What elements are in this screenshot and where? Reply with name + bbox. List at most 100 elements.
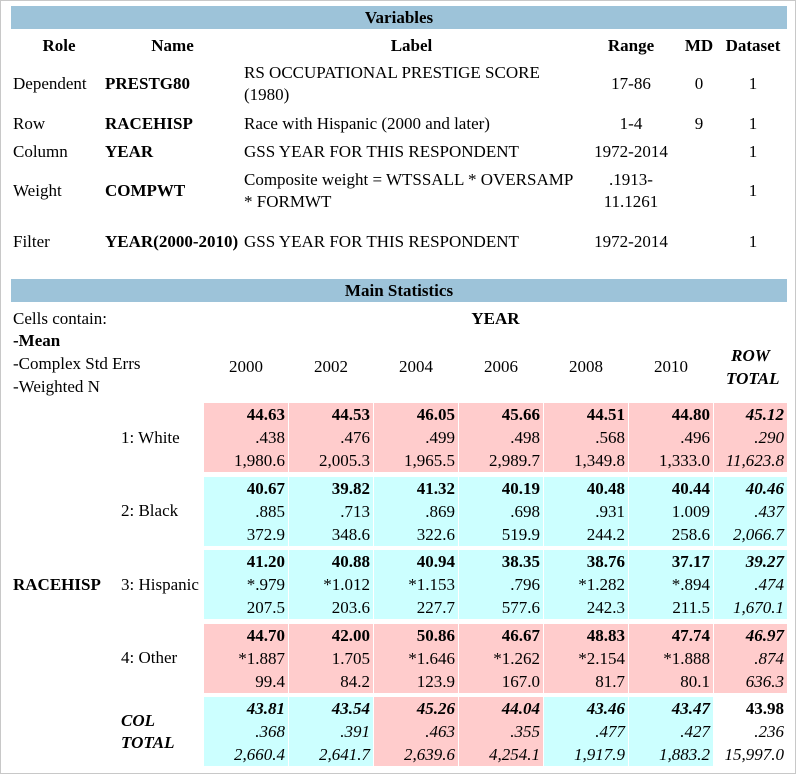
variable-cell: 9: [694, 114, 704, 133]
mean: 40.88: [331, 552, 370, 571]
column-header: Role: [42, 36, 76, 55]
weighted-n: 81.7: [595, 671, 625, 691]
mean: 38.76: [586, 552, 625, 571]
std-err: *.894: [671, 575, 710, 594]
weighted-n: 99.4: [255, 671, 285, 691]
cell: 46.97 .874 636.3: [714, 623, 787, 693]
mean: 37.17: [671, 552, 710, 571]
cell: 44.04 .355 4,254.1: [459, 697, 543, 766]
std-err: .437: [754, 501, 784, 521]
variable-cell: .1913-11.1261: [603, 170, 659, 211]
column-header: 2006: [484, 357, 518, 376]
mean: 40.67: [246, 478, 285, 498]
cell: 46.05 .499 1,965.5: [374, 403, 458, 472]
std-err: *1.888: [663, 648, 710, 668]
std-err: 1.705: [331, 648, 370, 668]
weighted-n: 1,965.5: [404, 451, 455, 470]
variable-cell: COMPWT: [105, 181, 186, 200]
mean: 47.74: [671, 625, 710, 645]
weighted-n: 1,670.1: [733, 598, 784, 617]
std-err: *1.262: [493, 648, 540, 668]
weighted-n: 203.6: [331, 598, 370, 617]
mean: 46.97: [745, 625, 784, 645]
weighted-n: 4,254.1: [489, 745, 540, 764]
cell: 50.86 *1.646 123.9: [374, 623, 458, 693]
cell: 43.81 .368 2,660.4: [204, 697, 288, 766]
weighted-n: 84.2: [340, 671, 370, 691]
std-err: .796: [510, 575, 540, 594]
cell: 40.44 1.009 258.6: [629, 476, 713, 546]
mean: 39.27: [745, 552, 784, 571]
weighted-n: 123.9: [416, 671, 455, 691]
std-err: .477: [595, 722, 625, 741]
mean: 44.70: [246, 625, 285, 645]
cell: 40.46 .437 2,066.7: [714, 476, 787, 546]
cell: 40.19 .698 519.9: [459, 476, 543, 546]
row-label: 4: Other: [121, 648, 178, 667]
cell: 42.00 1.705 84.2: [289, 623, 373, 693]
cell: 45.26 .463 2,639.6: [374, 697, 458, 766]
variable-cell: 1972-2014: [594, 142, 668, 161]
std-err: .438: [255, 428, 285, 447]
cell: 41.32 .869 322.6: [374, 476, 458, 546]
cell: 44.63 .438 1,980.6: [204, 403, 288, 472]
cell: 43.98 .236 15,997.0: [714, 697, 787, 766]
std-err: .869: [425, 501, 455, 521]
variable-cell: GSS YEAR FOR THIS RESPONDENT: [244, 232, 519, 251]
std-err: .427: [680, 722, 710, 741]
weighted-n: 372.9: [246, 524, 285, 544]
std-err: .391: [340, 722, 370, 741]
mean: 44.04: [501, 699, 540, 718]
cell: 46.67 *1.262 167.0: [459, 623, 543, 693]
variable-cell: 17-86: [611, 74, 651, 93]
variable-cell: Column: [13, 142, 68, 161]
weighted-n: 519.9: [501, 524, 540, 544]
mean: 45.66: [501, 405, 540, 424]
mean: 44.63: [246, 405, 285, 424]
cells-contain: Cells contain:: [13, 309, 107, 328]
std-err: .698: [510, 501, 540, 521]
std-err: *.979: [246, 575, 285, 594]
column-header: Label: [390, 36, 433, 55]
column-header: Dataset: [725, 36, 781, 55]
cell-item: -Weighted N: [13, 377, 100, 396]
variable-cell: Row: [13, 114, 46, 133]
column-var: YEAR: [471, 309, 520, 328]
variable-cell: RACEHISP: [105, 114, 193, 133]
variable-cell: GSS YEAR FOR THIS RESPONDENT: [244, 142, 519, 161]
column-header: Range: [607, 36, 655, 55]
std-err: 1.009: [671, 501, 710, 521]
weighted-n: 244.2: [586, 524, 625, 544]
weighted-n: 211.5: [672, 598, 710, 617]
variable-cell: Race with Hispanic (2000 and later): [244, 114, 490, 133]
mean: 41.20: [246, 552, 285, 571]
variable-cell: 1: [748, 232, 758, 251]
cell: 39.27 .474 1,670.1: [714, 550, 787, 619]
variable-cell: RS OCCUPATIONAL PRESTIGE SCORE (1980): [244, 63, 540, 104]
cell: 39.82 .713 348.6: [289, 476, 373, 546]
cell: 44.80 .496 1,333.0: [629, 403, 713, 472]
weighted-n: 1,333.0: [659, 451, 710, 470]
variable-cell: 1: [748, 142, 758, 161]
std-err: .499: [425, 428, 455, 447]
mean: 45.26: [416, 699, 455, 718]
weighted-n: 80.1: [680, 671, 710, 691]
mean: 44.51: [586, 405, 625, 424]
weighted-n: 636.3: [745, 671, 784, 691]
mean: 40.94: [416, 552, 455, 571]
variable-cell: 1972-2014: [594, 232, 668, 251]
mean: 40.19: [501, 478, 540, 498]
mean: 50.86: [416, 625, 455, 645]
column-header: 2000: [229, 357, 263, 376]
cell: 38.76 *1.282 242.3: [544, 550, 628, 619]
mean: 46.67: [501, 625, 540, 645]
std-err: *1.012: [323, 575, 370, 594]
cell: 43.47 .427 1,883.2: [629, 697, 713, 766]
std-err: .874: [754, 648, 784, 668]
column-header: MD: [684, 36, 714, 55]
weighted-n: 2,989.7: [489, 451, 540, 470]
row-label: 1: White: [121, 427, 180, 447]
cell-item: -Complex Std Errs: [13, 354, 141, 373]
variable-cell: YEAR: [105, 142, 154, 161]
std-err: .568: [595, 428, 625, 447]
